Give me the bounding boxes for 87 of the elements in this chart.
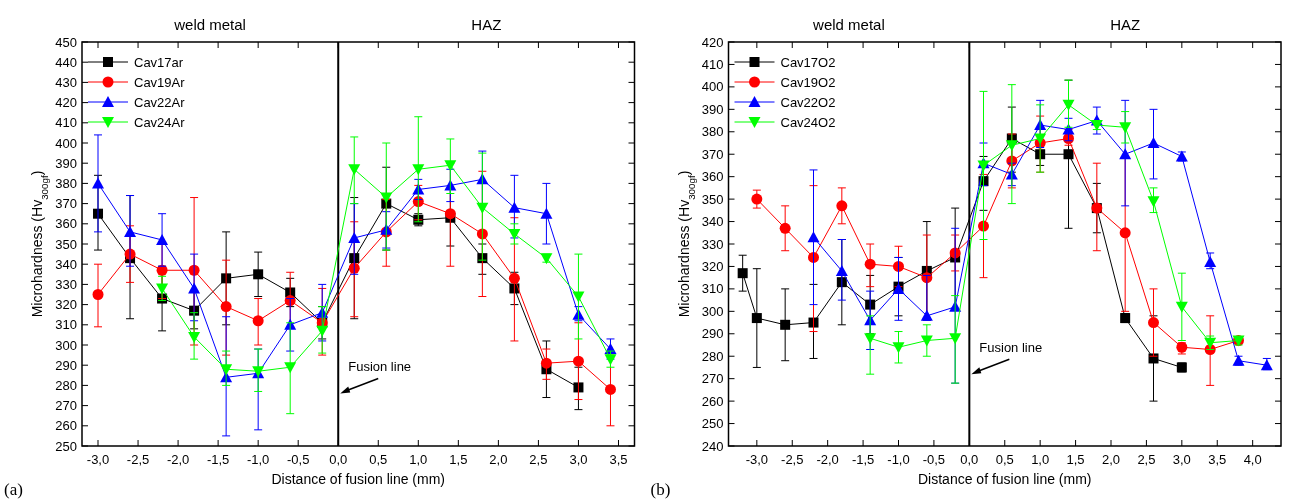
x-tick-label: -1,5: [851, 452, 875, 467]
y-tick-label: 400: [55, 135, 77, 151]
legend-label: Cav19Ar: [134, 74, 186, 90]
x-tick-label: 1,5: [449, 452, 468, 467]
y-tick-label: 330: [55, 276, 77, 292]
y-tick-label: 350: [701, 191, 724, 207]
x-tick-label: 0,0: [960, 452, 979, 467]
x-tick-label: 4,0: [1243, 452, 1262, 467]
x-tick-label: -2,5: [126, 452, 150, 467]
y-tick-label: 300: [701, 303, 724, 319]
y-tick-label: 340: [701, 214, 724, 230]
y-tick-label: 300: [55, 337, 77, 353]
legend-label: Cav17O2: [780, 54, 836, 70]
legend-label: Cav24O2: [780, 114, 836, 130]
legend-label: Cav17ar: [134, 54, 184, 70]
y-tick-label: 280: [55, 377, 77, 393]
text: (a): [4, 480, 23, 499]
x-axis-title: Distance of fusion line (mm): [271, 471, 446, 487]
y-tick-label: 360: [55, 216, 77, 232]
y-tick-label: 290: [701, 326, 724, 342]
x-tick-label: -2,5: [781, 452, 804, 467]
x-tick-label: 2,0: [1101, 452, 1121, 467]
y-tick-label: 340: [55, 256, 77, 272]
annotation: Fusion line: [348, 359, 412, 375]
x-axis-title: Distance of fusion line (mm): [917, 471, 1092, 487]
y-tick-label: 250: [701, 416, 724, 432]
y-tick-label: 320: [701, 258, 724, 274]
x-tick-label: 2,5: [1137, 452, 1156, 467]
y-tick-label: 440: [55, 54, 77, 70]
y-tick-label: 240: [701, 438, 724, 454]
y-tick-label: 290: [55, 357, 77, 373]
y-tick-label: 380: [55, 175, 77, 191]
x-tick-label: 1,0: [409, 452, 428, 467]
x-tick-label: 0,0: [329, 452, 348, 467]
text: weld metal: [812, 16, 885, 33]
legend-label: Cav22O2: [780, 94, 836, 110]
y-tick-label: 390: [701, 101, 724, 117]
y-tick-label: 270: [55, 398, 77, 414]
text: (b): [650, 480, 671, 499]
y-tick-label: 250: [55, 438, 77, 454]
y-tick-label: 330: [701, 236, 724, 252]
x-tick-label: -1,0: [246, 452, 270, 467]
y-tick-label: 420: [701, 34, 724, 50]
y-tick-label: 400: [701, 79, 724, 95]
y-tick-label: 260: [55, 418, 77, 434]
x-tick-label: 0,5: [995, 452, 1014, 467]
y-tick-label: 270: [701, 371, 724, 387]
y-tick-label: 450: [55, 34, 77, 50]
legend-label: Cav22Ar: [134, 94, 186, 110]
x-tick-label: 3,0: [569, 452, 588, 467]
x-tick-label: -2,0: [166, 452, 190, 467]
y-tick-label: 320: [55, 297, 77, 313]
legend-label: Cav24Ar: [134, 114, 186, 130]
x-tick-label: 3,5: [609, 452, 628, 467]
x-tick-label: 2,0: [489, 452, 508, 467]
x-tick-label: 0,5: [369, 452, 388, 467]
y-tick-label: 430: [55, 74, 77, 90]
x-tick-label: -3,0: [86, 452, 110, 467]
y-tick-label: 380: [701, 124, 724, 140]
x-tick-label: -0,5: [922, 452, 946, 467]
x-tick-label: 3,0: [1172, 452, 1191, 467]
text: HAZ: [1110, 16, 1141, 33]
x-tick-label: -2,0: [816, 452, 839, 467]
y-tick-label: 370: [701, 146, 724, 162]
y-tick-label: 280: [701, 348, 724, 364]
legend-label: Cav19O2: [780, 74, 836, 90]
y-tick-label: 310: [701, 281, 724, 297]
x-tick-label: -1,5: [206, 452, 230, 467]
x-tick-label: 1,0: [1031, 452, 1050, 467]
x-tick-label: 1,5: [1066, 452, 1085, 467]
y-tick-label: 420: [55, 95, 77, 111]
y-tick-label: 310: [55, 317, 77, 333]
y-tick-label: 390: [55, 155, 77, 171]
text: weld metal: [173, 16, 246, 33]
annotation: Fusion line: [979, 340, 1043, 356]
x-tick-label: -3,0: [745, 452, 769, 467]
y-tick-label: 410: [55, 115, 77, 131]
x-tick-label: -0,5: [286, 452, 310, 467]
y-tick-label: 360: [701, 169, 724, 185]
x-tick-label: 2,5: [529, 452, 548, 467]
y-tick-label: 410: [701, 56, 724, 72]
y-tick-label: 350: [55, 236, 77, 252]
text: HAZ: [471, 16, 502, 33]
x-tick-label: -1,0: [887, 452, 910, 467]
y-tick-label: 260: [701, 393, 724, 409]
y-tick-label: 370: [55, 196, 77, 212]
x-tick-label: 3,5: [1208, 452, 1227, 467]
